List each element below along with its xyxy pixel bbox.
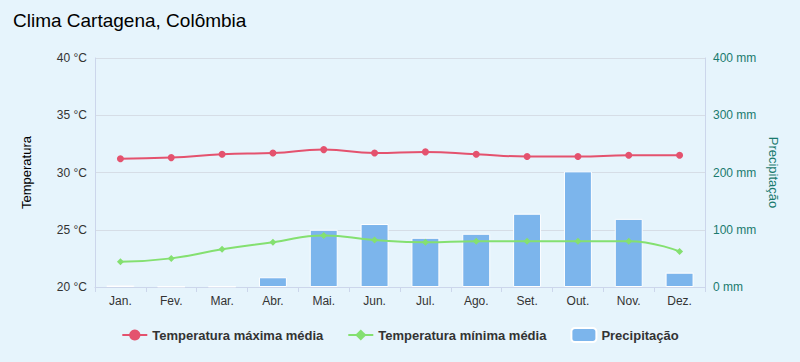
svg-text:Temperatura: Temperatura [19, 135, 34, 209]
svg-text:Abr.: Abr. [262, 294, 283, 308]
svg-text:100 mm: 100 mm [713, 223, 756, 237]
svg-text:Jun.: Jun. [363, 294, 386, 308]
svg-text:0 mm: 0 mm [713, 280, 743, 294]
svg-text:30 °C: 30 °C [57, 166, 87, 180]
svg-text:200 mm: 200 mm [713, 166, 756, 180]
svg-text:Set.: Set. [516, 294, 537, 308]
svg-text:300 mm: 300 mm [713, 108, 756, 122]
svg-text:Fev.: Fev. [160, 294, 182, 308]
svg-text:20 °C: 20 °C [57, 280, 87, 294]
svg-text:Temperatura máxima média: Temperatura máxima média [152, 328, 324, 343]
svg-text:Ago.: Ago. [464, 294, 489, 308]
svg-text:Jan.: Jan. [109, 294, 132, 308]
svg-text:Jul.: Jul. [416, 294, 435, 308]
svg-text:Mar.: Mar. [210, 294, 233, 308]
svg-text:25 °C: 25 °C [57, 223, 87, 237]
svg-text:Dez.: Dez. [667, 294, 692, 308]
svg-text:Clima Cartagena, Colômbia: Clima Cartagena, Colômbia [13, 10, 247, 31]
svg-text:Precipitação: Precipitação [601, 328, 678, 343]
svg-text:Out.: Out. [567, 294, 590, 308]
svg-text:Temperatura mínima média: Temperatura mínima média [378, 328, 547, 343]
svg-text:Precipitação: Precipitação [766, 137, 781, 209]
svg-text:40 °C: 40 °C [57, 51, 87, 65]
svg-text:Nov.: Nov. [617, 294, 641, 308]
svg-text:35 °C: 35 °C [57, 108, 87, 122]
svg-text:400 mm: 400 mm [713, 51, 756, 65]
svg-text:Mai.: Mai. [312, 294, 335, 308]
